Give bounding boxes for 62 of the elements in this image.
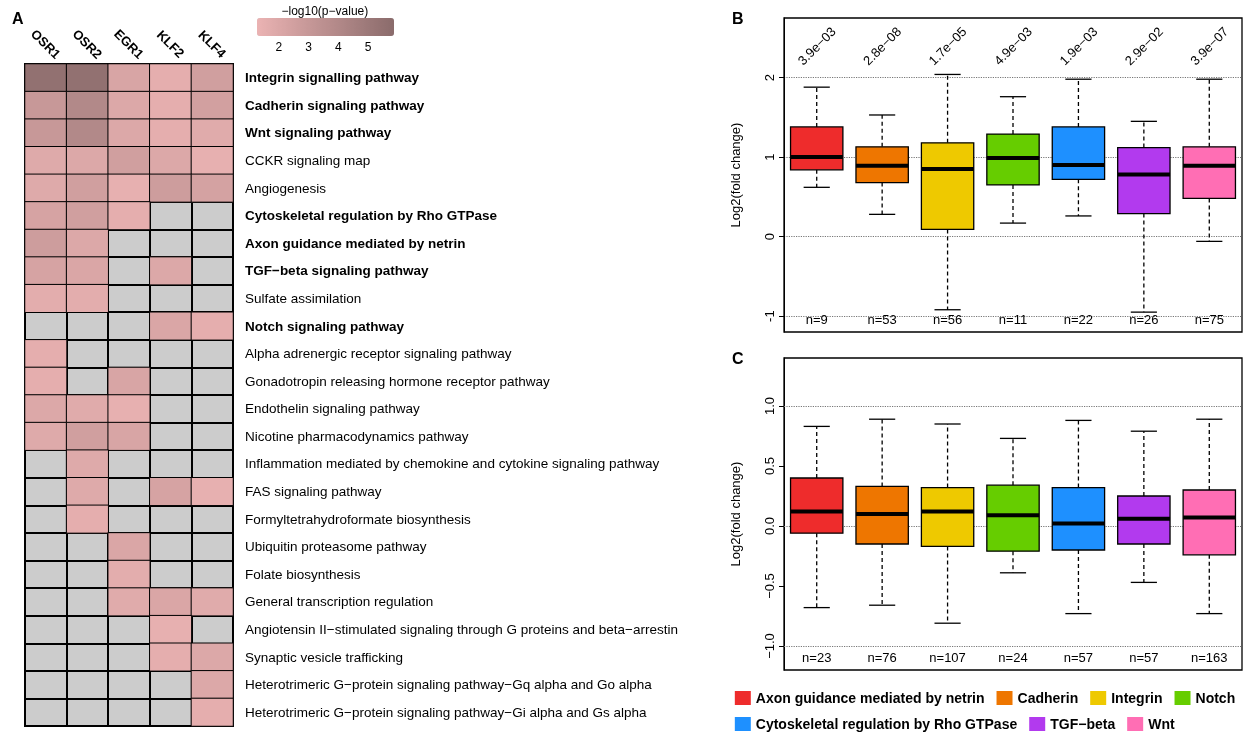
x-tick-label: n=11 <box>998 312 1028 327</box>
text: A <box>12 9 24 27</box>
y-tick-label: Angiogenesis <box>245 180 327 196</box>
legend-label: Notch <box>1195 690 1236 706</box>
y-tick-label: 1 <box>762 153 777 161</box>
y-axis-title: Log2(fold change) <box>728 461 743 567</box>
y-tick-label: Folate biosynthesis <box>245 566 361 582</box>
y-tick-label: Cadherin signaling pathway <box>245 97 425 113</box>
legend-label: TGF−beta <box>1050 716 1116 732</box>
y-tick-label: 0.0 <box>762 516 777 536</box>
y-tick-label: Ubiquitin proteasome pathway <box>245 539 427 555</box>
x-tick-label: n=22 <box>1063 312 1094 327</box>
y-tick-label: Cytoskeletal regulation by Rho GTPase <box>245 208 498 224</box>
y-tick-label: −1.0 <box>762 633 777 659</box>
text: C <box>732 349 744 367</box>
text: B <box>732 9 744 27</box>
y-tick-label: −0.5 <box>762 573 777 599</box>
y-tick-label: 0 <box>762 232 777 241</box>
x-tick-label: n=24 <box>998 650 1028 665</box>
x-tick-label: n=23 <box>802 650 832 665</box>
x-tick-label: n=57 <box>1129 650 1159 665</box>
y-tick-label: Synaptic vesicle trafficking <box>245 649 404 665</box>
legend-label: Integrin <box>1111 690 1163 706</box>
y-tick-label: Notch signaling pathway <box>245 318 405 334</box>
x-tick-label: n=56 <box>932 312 963 327</box>
y-tick-label: Heterotrimeric G−protein signaling pathway−Gq alpha and Go alpha <box>245 677 653 693</box>
color-bar-label: 4 <box>335 40 343 54</box>
x-tick-label: n=53 <box>867 312 897 327</box>
x-tick-label: n=163 <box>1191 650 1228 665</box>
y-tick-label: -1 <box>762 310 777 322</box>
y-tick-label: 2 <box>762 74 777 82</box>
y-tick-label: Endothelin signaling pathway <box>245 401 421 417</box>
color-bar-title: −log10(p−value) <box>281 4 369 18</box>
y-tick-label: Nicotine pharmacodynamics pathway <box>245 428 469 444</box>
y-tick-label: Axon guidance mediated by netrin <box>245 235 466 251</box>
color-bar-label: 3 <box>305 40 313 54</box>
y-tick-label: General transcription regulation <box>245 594 434 610</box>
y-tick-label: CCKR signaling map <box>245 153 371 169</box>
y-tick-label: 1.0 <box>762 396 777 416</box>
y-tick-label: Heterotrimeric G−protein signaling pathway−Gi alpha and Gs alpha <box>245 704 647 720</box>
y-tick-label: FAS signaling pathway <box>245 484 382 500</box>
x-tick-label: n=26 <box>1129 312 1159 327</box>
x-tick-label: n=57 <box>1063 650 1094 665</box>
y-tick-label: Inflammation mediated by chemokine and cytokine signaling pathway <box>245 456 660 472</box>
color-bar-label: 2 <box>275 40 283 54</box>
x-tick-label: n=76 <box>867 650 897 665</box>
y-axis-title: Log2(fold change) <box>728 122 743 228</box>
legend-label: Wnt <box>1148 716 1175 732</box>
y-tick-label: TGF−beta signaling pathway <box>245 263 429 279</box>
x-tick-label: n=107 <box>929 650 966 665</box>
legend-label: Cadherin <box>1017 690 1079 706</box>
y-tick-label: Gonadotropin releasing hormone receptor pathway <box>245 373 550 389</box>
y-tick-label: Integrin signalling pathway <box>245 70 420 86</box>
y-tick-label: Angiotensin II−stimulated signaling through G proteins and beta−arrestin <box>245 621 679 637</box>
y-tick-label: 0.5 <box>762 456 777 476</box>
y-tick-label: Wnt signaling pathway <box>245 125 392 141</box>
color-bar-label: 5 <box>364 40 372 54</box>
y-tick-label: Sulfate assimilation <box>245 290 362 306</box>
x-tick-label: n=75 <box>1194 312 1224 327</box>
x-tick-label: n=9 <box>805 312 828 327</box>
y-tick-label: Formyltetrahydroformate biosynthesis <box>245 511 472 527</box>
y-tick-label: Alpha adrenergic receptor signaling pathway <box>245 346 512 362</box>
